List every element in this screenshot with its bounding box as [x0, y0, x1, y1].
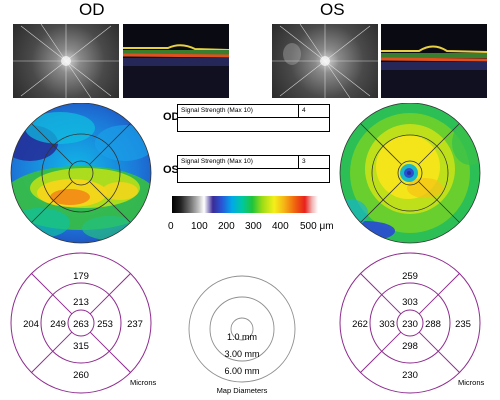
os-thickness-map: [339, 103, 481, 244]
os-signal-label: OS: [163, 164, 179, 176]
od-thickness-grid: 179 204 237 260 213 249 263 253 315 Micr…: [10, 252, 157, 394]
od-units-label: Microns: [130, 378, 157, 387]
od-thickness-map: [10, 103, 152, 244]
os-fundus-image: [272, 24, 378, 98]
os-signal-box: Signal Strength (Max 10) 3: [177, 155, 330, 183]
os-inner-inferior-value: 298: [402, 341, 418, 352]
os-outer-temporal-value: 262: [352, 319, 368, 330]
thickness-color-scale: [172, 196, 318, 213]
od-inner-temporal-value: 253: [97, 319, 113, 330]
od-signal-text: Signal Strength (Max 10): [181, 107, 253, 114]
os-signal-text: Signal Strength (Max 10): [181, 158, 253, 165]
os-signal-value: 3: [302, 158, 306, 165]
scale-label-100: 100: [191, 221, 208, 232]
scale-label-400: 400: [272, 221, 289, 232]
scale-label-0: 0: [168, 221, 174, 232]
scale-label-200: 200: [218, 221, 235, 232]
os-inner-superior-value: 303: [402, 297, 418, 308]
diameter-1mm: 1.0 mm: [227, 332, 257, 342]
os-outer-nasal-value: 235: [455, 319, 471, 330]
od-oct-scan: [123, 24, 229, 98]
map-diameters-caption: Map Diameters: [217, 386, 268, 395]
od-inner-nasal-value: 249: [50, 319, 66, 330]
map-diameters-reference: 1.0 mm 3.00 mm 6.00 mm Map Diameters: [188, 275, 296, 395]
od-signal-box: Signal Strength (Max 10) 4: [177, 104, 330, 132]
os-units-label: Microns: [458, 378, 485, 387]
scale-label-300: 300: [245, 221, 262, 232]
scale-label-500: 500 μm: [300, 221, 334, 232]
od-signal-label: OD: [163, 111, 180, 123]
os-inner-temporal-value: 303: [379, 319, 395, 330]
od-outer-temporal-value: 237: [127, 319, 143, 330]
od-fundus-image: [13, 24, 119, 98]
od-title: OD: [79, 0, 105, 19]
diameter-6mm: 6.00 mm: [224, 366, 259, 376]
od-outer-superior-value: 179: [73, 271, 89, 282]
os-outer-inferior-value: 230: [402, 370, 418, 381]
os-oct-scan: [381, 24, 487, 98]
od-signal-value: 4: [302, 107, 306, 114]
od-outer-nasal-value: 204: [23, 319, 39, 330]
od-inner-superior-value: 213: [73, 297, 89, 308]
os-outer-superior-value: 259: [402, 271, 418, 282]
diameter-3mm: 3.00 mm: [224, 349, 259, 359]
od-inner-inferior-value: 315: [73, 341, 89, 352]
os-thickness-grid: 259 262 235 230 303 303 230 288 298 Micr…: [339, 252, 485, 394]
od-center-value: 263: [73, 319, 89, 330]
os-center-value: 230: [402, 319, 418, 330]
os-inner-nasal-value: 288: [425, 319, 441, 330]
od-outer-inferior-value: 260: [73, 370, 89, 381]
os-title: OS: [320, 0, 345, 19]
